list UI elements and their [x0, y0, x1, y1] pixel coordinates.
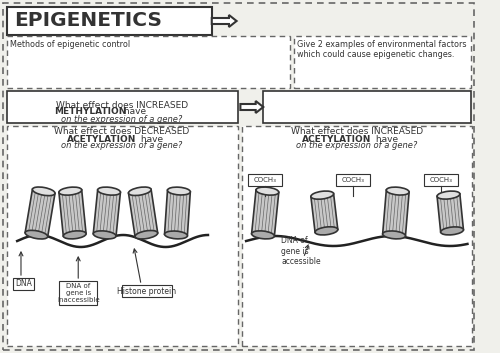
Ellipse shape: [64, 231, 86, 239]
Polygon shape: [240, 101, 264, 113]
Ellipse shape: [382, 231, 406, 239]
Ellipse shape: [32, 187, 55, 196]
Bar: [14, 278, 34, 290]
Ellipse shape: [98, 187, 120, 195]
Ellipse shape: [311, 191, 334, 199]
Text: have: have: [121, 108, 146, 116]
Text: ACETYLATION: ACETYLATION: [302, 134, 372, 144]
Polygon shape: [59, 190, 86, 236]
Polygon shape: [252, 190, 279, 236]
Ellipse shape: [94, 231, 116, 239]
Bar: [6, 36, 290, 88]
Polygon shape: [94, 190, 120, 236]
Polygon shape: [128, 190, 158, 237]
Text: What effect does DECREASED: What effect does DECREASED: [54, 127, 190, 137]
Bar: [264, 91, 472, 123]
Polygon shape: [311, 194, 338, 232]
Text: Histone protein: Histone protein: [118, 287, 176, 295]
Text: DNA of
gene is
inaccessible: DNA of gene is inaccessible: [57, 283, 100, 303]
Text: COCH₃: COCH₃: [254, 177, 276, 183]
Bar: [294, 36, 472, 88]
Text: ACETYLATION: ACETYLATION: [68, 134, 137, 144]
Text: on the expression of a gene?: on the expression of a gene?: [296, 142, 418, 150]
Ellipse shape: [59, 187, 82, 195]
Text: COCH₃: COCH₃: [342, 177, 364, 183]
Polygon shape: [25, 189, 55, 237]
Text: Give 2 examples of environmental factors
which could cause epigenetic changes.: Give 2 examples of environmental factors…: [296, 40, 466, 59]
Bar: [6, 7, 212, 35]
Text: Methods of epigenetic control: Methods of epigenetic control: [10, 40, 130, 49]
Polygon shape: [164, 190, 190, 236]
Text: What effect does INCREASED: What effect does INCREASED: [290, 127, 423, 137]
Bar: [248, 174, 282, 186]
Bar: [6, 91, 238, 123]
Bar: [242, 126, 472, 346]
Bar: [122, 285, 172, 297]
Bar: [336, 174, 370, 186]
Ellipse shape: [135, 231, 158, 239]
Ellipse shape: [252, 231, 274, 239]
Ellipse shape: [25, 231, 48, 239]
Text: on the expression of a gene?: on the expression of a gene?: [62, 142, 183, 150]
Bar: [59, 281, 98, 305]
Text: COCH₃: COCH₃: [430, 177, 452, 183]
Ellipse shape: [256, 187, 279, 195]
Text: METHYLATION: METHYLATION: [54, 108, 127, 116]
Polygon shape: [382, 190, 409, 236]
Ellipse shape: [168, 187, 190, 195]
Text: EPIGENETICS: EPIGENETICS: [14, 12, 162, 30]
Ellipse shape: [440, 227, 464, 235]
Text: have: have: [373, 134, 398, 144]
Ellipse shape: [315, 227, 338, 235]
Bar: [424, 174, 458, 186]
Text: DNA of
gene is
accessible: DNA of gene is accessible: [282, 236, 321, 266]
Ellipse shape: [437, 191, 460, 199]
Text: on the expression of a gene?: on the expression of a gene?: [62, 114, 183, 124]
Text: have: have: [138, 134, 164, 144]
Bar: [6, 126, 238, 346]
Ellipse shape: [164, 231, 188, 239]
Ellipse shape: [128, 187, 151, 196]
Ellipse shape: [386, 187, 409, 195]
Text: DNA: DNA: [16, 280, 32, 288]
Polygon shape: [212, 15, 236, 27]
Text: What effect does INCREASED: What effect does INCREASED: [56, 101, 188, 109]
Polygon shape: [437, 194, 464, 232]
